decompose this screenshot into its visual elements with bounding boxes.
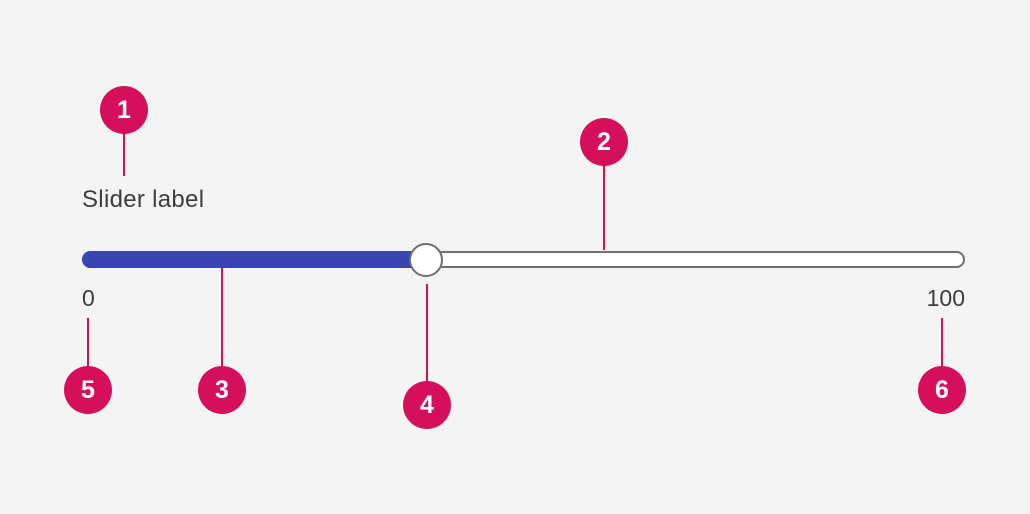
range-max-label: 100 — [926, 285, 965, 311]
slider-filled-track[interactable] — [82, 251, 427, 268]
callout-marker-2: 2 — [580, 118, 628, 166]
callout-marker-1: 1 — [100, 86, 148, 134]
callout-marker-6: 6 — [918, 366, 966, 414]
slider-label: Slider label — [82, 186, 205, 213]
slider-thumb[interactable] — [409, 243, 444, 277]
callout-marker-4: 4 — [403, 381, 451, 429]
callout-line-6 — [941, 318, 943, 366]
range-min-label: 0 — [82, 285, 95, 311]
callout-line-5 — [87, 318, 89, 366]
callout-line-1 — [123, 134, 125, 176]
callout-marker-5: 5 — [64, 366, 112, 414]
callout-marker-3: 3 — [198, 366, 246, 414]
callout-line-2 — [603, 166, 605, 250]
callout-line-3 — [221, 268, 223, 366]
callout-line-4 — [426, 284, 428, 382]
